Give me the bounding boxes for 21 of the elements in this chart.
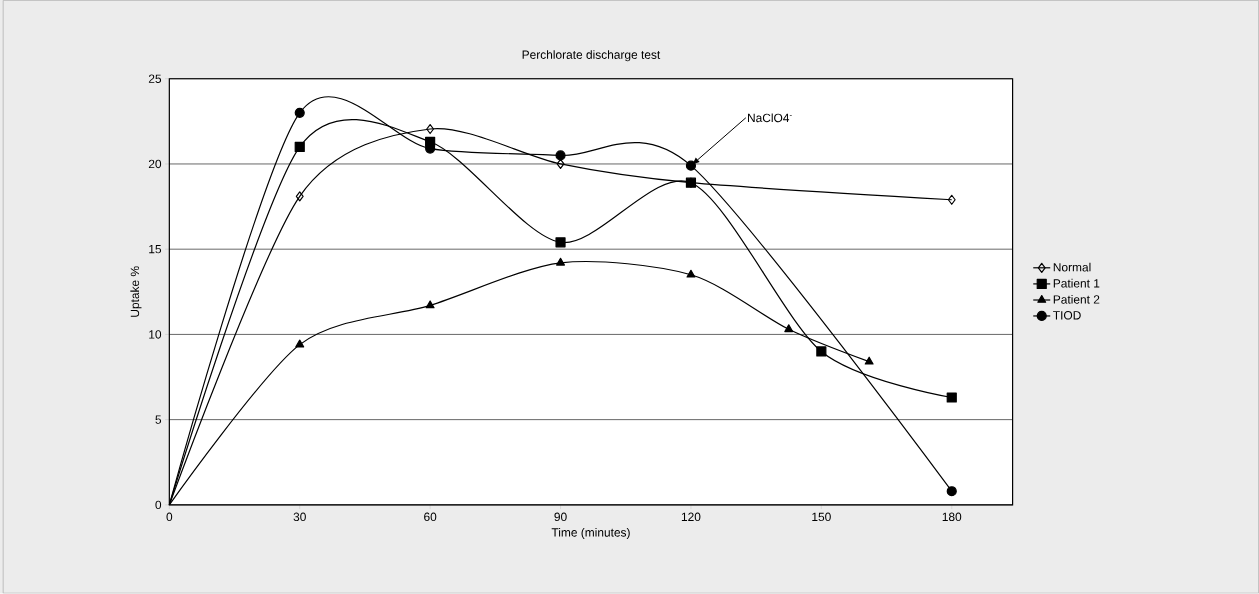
x-tick-label: 180 (942, 512, 962, 522)
x-tick-label: 0 (166, 512, 173, 522)
y-tick-label: 0 (155, 500, 162, 510)
x-axis-title: Time (minutes) (551, 528, 630, 540)
y-axis-title: Uptake % (130, 266, 142, 317)
chart-title: Perchlorate discharge test (522, 50, 661, 62)
annotation: NaClO4$^{-}$ (748, 113, 792, 123)
y-tick-label: 25 (148, 74, 162, 84)
legend-label: TIOD (1053, 311, 1081, 320)
y-tick-label: 15 (149, 245, 162, 254)
x-tick-label: 30 (293, 512, 306, 522)
x-tick-label: 90 (554, 512, 567, 522)
y-tick-label: 5 (155, 415, 162, 424)
y-tick-label: 20 (148, 159, 162, 169)
legend-label: Patient 1 (1053, 279, 1100, 288)
y-tick-label: 10 (149, 330, 162, 339)
x-tick-label: 120 (681, 512, 701, 522)
x-tick-label: 60 (424, 512, 437, 522)
legend-label: Normal (1053, 262, 1091, 272)
x-tick-label: 150 (812, 512, 831, 522)
legend-label: Patient 2 (1053, 295, 1100, 304)
